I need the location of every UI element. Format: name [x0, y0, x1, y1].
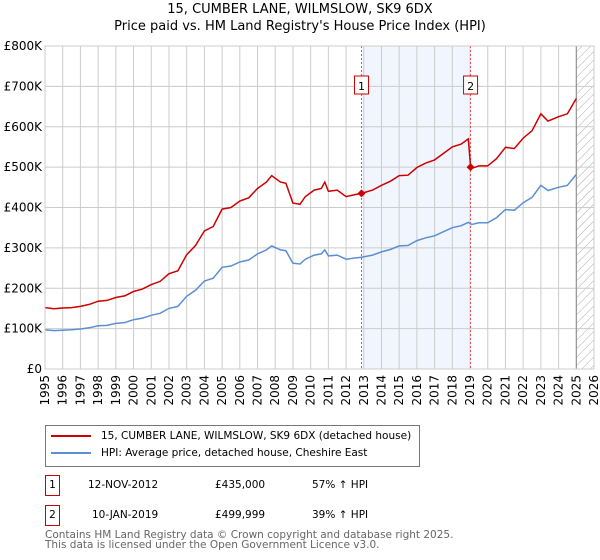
x-tick-label: 2017	[428, 375, 442, 406]
x-tick-label: 2015	[392, 375, 406, 406]
x-tick-label: 2010	[304, 375, 318, 406]
sale-point	[466, 163, 475, 172]
x-tick-label: 1998	[91, 375, 105, 406]
x-tick-label: 2007	[251, 375, 265, 406]
x-tick-label: 2005	[215, 375, 229, 406]
transaction-price: £435,000	[215, 479, 266, 491]
y-tick-label: £300K	[4, 241, 44, 255]
x-tick-label: 1997	[73, 375, 87, 406]
plot-border	[44, 45, 595, 370]
x-tick-label: 2012	[339, 375, 353, 406]
y-tick-label: £0	[27, 362, 42, 376]
transaction-date: 12-NOV-2012	[88, 479, 159, 491]
transaction-hpi: 57% ↑ HPI	[312, 479, 369, 491]
sale-marker-label: 1	[358, 80, 365, 93]
y-tick-label: £600K	[4, 120, 44, 134]
transaction-price: £499,999	[215, 509, 266, 521]
transaction-badge: 2	[45, 505, 60, 526]
y-tick-label: £200K	[4, 281, 44, 295]
x-tick-label: 2024	[552, 375, 566, 406]
chart-subtitle: Price paid vs. HM Land Registry's House …	[114, 19, 486, 34]
y-tick-label: £800K	[4, 39, 44, 53]
transaction-row: 2 10-JAN-2019 £499,999 39% ↑ HPI	[45, 505, 425, 526]
x-tick-label: 2026	[587, 375, 600, 406]
x-tick-label: 2022	[516, 375, 530, 406]
footer: Contains HM Land Registry data © Crown c…	[45, 529, 454, 551]
x-tick-label: 1995	[38, 375, 52, 406]
legend-swatch-property	[51, 435, 91, 437]
legend-swatch-hpi	[51, 452, 91, 454]
x-tick-label: 2009	[286, 375, 300, 406]
transaction-badge: 1	[45, 475, 60, 496]
x-tick-label: 2002	[162, 375, 176, 406]
x-tick-label: 2020	[481, 375, 495, 406]
sale-marker-box	[353, 75, 369, 95]
sale-point	[357, 189, 366, 198]
transaction-date: 10-JAN-2019	[92, 509, 159, 521]
transaction-row: 1 12-NOV-2012 £435,000 57% ↑ HPI	[45, 475, 425, 496]
x-tick-label: 1999	[109, 375, 123, 406]
legend-label-hpi: HPI: Average price, detached house, Ches…	[101, 447, 368, 459]
transaction-hpi: 39% ↑ HPI	[312, 509, 369, 521]
x-tick-label: 2001	[144, 375, 158, 406]
x-tick-label: 2003	[180, 375, 194, 406]
y-tick-label: £400K	[4, 201, 44, 215]
hpi-series-line	[44, 173, 577, 332]
x-tick-label: 2006	[233, 375, 247, 406]
property-series-line	[44, 98, 577, 310]
x-tick-label: 2013	[357, 375, 371, 406]
x-tick-label: 2023	[534, 375, 548, 406]
x-tick-label: 2025	[569, 375, 583, 406]
sale-marker-box	[463, 75, 479, 95]
x-tick-label: 2016	[410, 375, 424, 406]
y-tick-label: £500K	[4, 160, 44, 174]
x-tick-label: 1996	[56, 375, 70, 406]
x-tick-label: 2008	[268, 375, 282, 406]
legend: 15, CUMBER LANE, WILMSLOW, SK9 6DX (deta…	[45, 425, 420, 467]
x-tick-label: 2011	[321, 375, 335, 406]
x-tick-label: 2019	[463, 375, 477, 406]
x-tick-label: 2004	[197, 375, 211, 406]
x-tick-label: 2021	[498, 375, 512, 406]
legend-label-property: 15, CUMBER LANE, WILMSLOW, SK9 6DX (deta…	[101, 430, 412, 442]
y-tick-label: £100K	[4, 322, 44, 336]
x-tick-label: 2018	[445, 375, 459, 406]
y-tick-label: £700K	[4, 79, 44, 93]
x-tick-label: 2014	[374, 375, 388, 406]
footer-licence: This data is licensed under the Open Gov…	[45, 539, 380, 551]
plot-area: 1995 1996 1997 1998 1999 2000 2001 2002 2003 2004…	[4, 39, 600, 406]
footer-copyright: Contains HM Land Registry data © Crown c…	[45, 529, 454, 541]
sale-marker-label: 2	[467, 80, 474, 93]
x-tick-label: 2000	[127, 375, 141, 406]
chart-title: 15, CUMBER LANE, WILMSLOW, SK9 6DX	[167, 2, 433, 17]
